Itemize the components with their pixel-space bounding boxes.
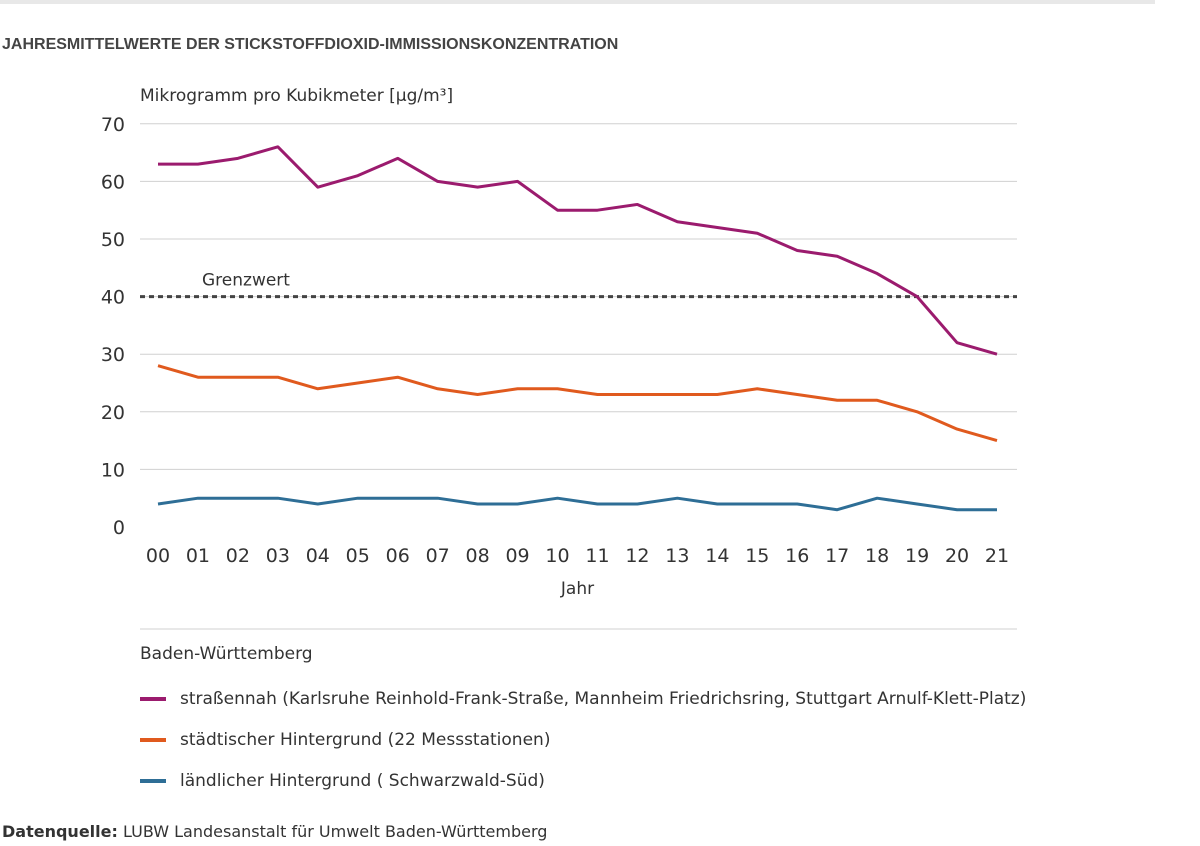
series-line-2 [157,496,997,512]
legend-title: Baden-Württemberg [140,644,313,664]
x-tick-label: 18 [865,545,889,567]
y-tick-label: 20 [101,402,125,424]
y-tick-label: 40 [101,287,125,309]
threshold-label: Grenzwert [202,271,290,291]
x-tick-label: 09 [505,545,529,567]
x-tick-label: 01 [186,545,210,567]
x-tick-label: 02 [226,545,250,567]
y-tick-label: 70 [101,114,125,136]
x-tick-label: 21 [985,545,1009,567]
y-tick-label: 30 [101,344,125,366]
source-note: Datenquelle: LUBW Landesanstalt für Umwe… [2,822,547,841]
x-tick-label: 10 [545,545,569,567]
x-tick-label: 03 [266,545,290,567]
source-text: LUBW Landesanstalt für Umwelt Baden-Würt… [122,822,548,841]
legend-item: städtischer Hintergrund (22 Messstatione… [140,719,1026,760]
x-tick-label: 17 [825,545,849,567]
x-tick-label: 13 [665,545,689,567]
x-tick-label: 19 [905,545,929,567]
source-label: Datenquelle: [2,822,118,841]
y-tick-label: 60 [101,171,125,193]
x-tick-label: 14 [705,545,729,567]
x-tick-label: 06 [386,545,410,567]
x-tick-label: 16 [785,545,809,567]
x-tick-label: 04 [306,545,330,567]
series-line-1 [157,364,998,443]
y-tick-label: 0 [113,517,125,539]
x-axis-label: Jahr [560,579,594,599]
x-tick-label: 12 [625,545,649,567]
legend-label: städtischer Hintergrund (22 Messstatione… [180,729,551,750]
top-bar [0,0,1155,4]
legend-swatch [140,737,166,742]
legend-swatch [140,778,166,783]
x-tick-label: 00 [146,545,170,567]
y-tick-label: 50 [101,229,125,251]
series-line-0 [158,145,998,356]
legend-item: straßennah (Karlsruhe Reinhold-Frank-Str… [140,678,1026,719]
x-tick-label: 08 [466,545,490,567]
x-tick-label: 11 [585,545,609,567]
legend-label: straßennah (Karlsruhe Reinhold-Frank-Str… [180,688,1027,709]
legend-item: ländlicher Hintergrund ( Schwarzwald-Süd… [140,760,1026,801]
legend-swatch [140,696,166,701]
y-axis-label: Mikrogramm pro Kubikmeter [µg/m³] [140,86,454,106]
legend-label: ländlicher Hintergrund ( Schwarzwald-Süd… [180,770,545,791]
legend: Baden-Württemberg straßennah (Karlsruhe … [140,644,1026,801]
x-tick-label: 15 [745,545,769,567]
chart-title: JAHRESMITTELWERTE DER STICKSTOFFDIOXID-I… [2,36,619,53]
x-tick-label: 07 [426,545,450,567]
y-tick-label: 10 [101,459,125,481]
x-tick-label: 05 [346,545,370,567]
x-tick-label: 20 [945,545,969,567]
